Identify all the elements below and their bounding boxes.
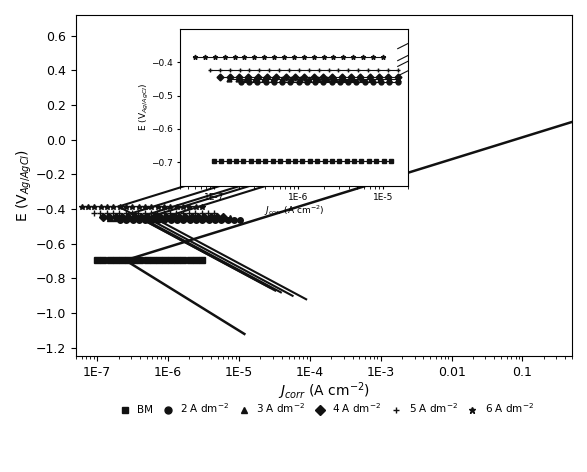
X-axis label: $J_{corr}$ (A cm$^{-2}$): $J_{corr}$ (A cm$^{-2}$)	[278, 380, 370, 402]
Y-axis label: E (V$_{Ag/AgCl}$): E (V$_{Ag/AgCl}$)	[15, 149, 34, 222]
Legend: BM, 2 A dm$^{-2}$, 3 A dm$^{-2}$, 4 A dm$^{-2}$, 5 A dm$^{-2}$, 6 A dm$^{-2}$: BM, 2 A dm$^{-2}$, 3 A dm$^{-2}$, 4 A dm…	[110, 397, 538, 420]
